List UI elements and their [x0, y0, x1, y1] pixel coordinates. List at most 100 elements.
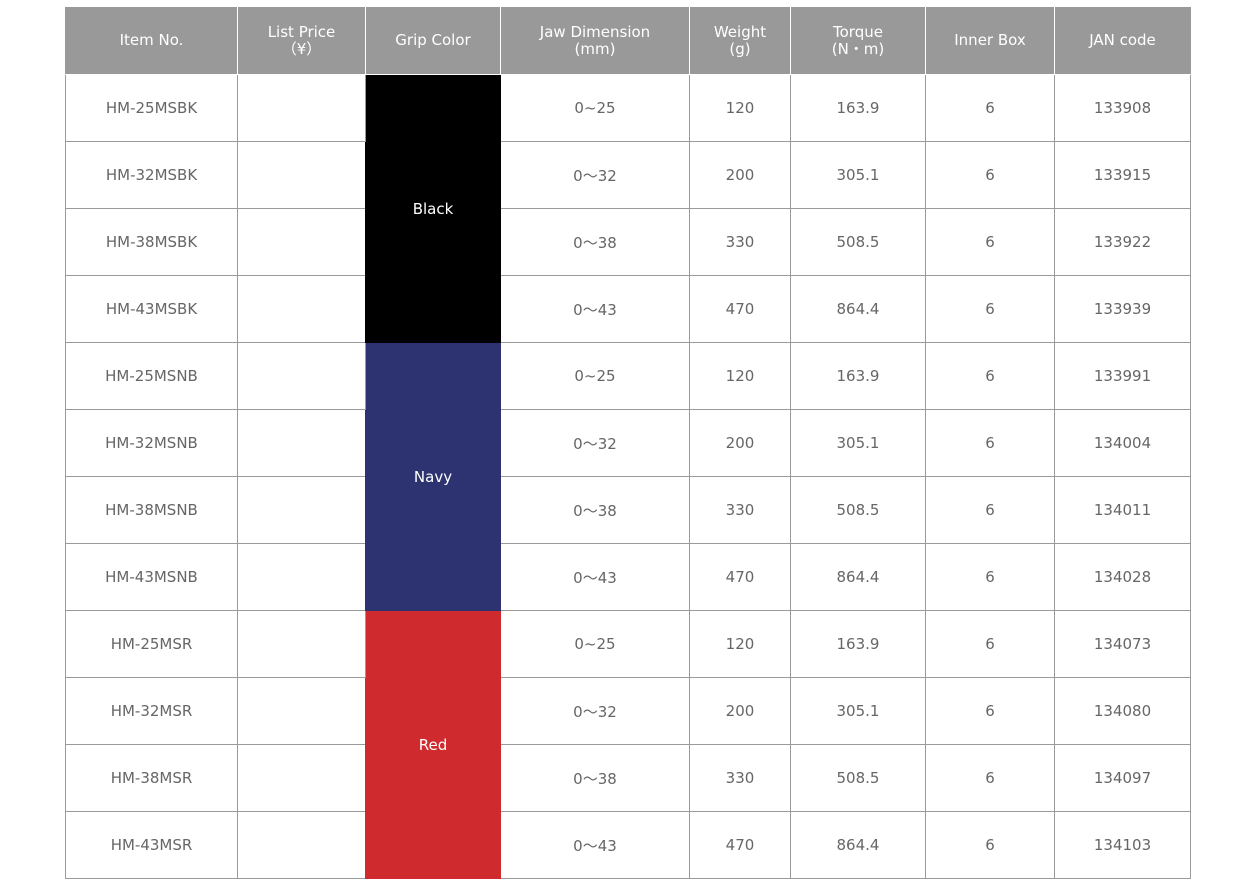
- torque-cell: 163.9: [790, 342, 926, 410]
- jan-code-cell: 134011: [1054, 476, 1191, 544]
- table-row: HM-32MSR 0～32 200 305.1 6 134080: [65, 677, 1191, 745]
- inner-box-cell: 6: [925, 208, 1055, 276]
- weight-cell: 330: [689, 744, 791, 812]
- weight-cell: 200: [689, 409, 791, 477]
- weight-cell: 120: [689, 342, 791, 410]
- torque-cell: 508.5: [790, 208, 926, 276]
- torque-cell: 305.1: [790, 141, 926, 209]
- weight-cell: 470: [689, 275, 791, 343]
- table-row: HM-25MSNB Navy 0~25 120 163.9 6 133991: [65, 342, 1191, 611]
- spec-table-container: Item No. List Price （¥） Grip Color Jaw Di…: [65, 7, 1191, 879]
- jaw-dimension-cell: 0~25: [500, 342, 690, 410]
- list-price-cell: [237, 141, 366, 209]
- header-grip-color: Grip Color: [365, 7, 501, 75]
- jaw-dimension-cell: 0~25: [500, 74, 690, 142]
- item-no-cell: HM-32MSR: [65, 677, 238, 745]
- inner-box-cell: 6: [925, 811, 1055, 879]
- list-price-cell: [237, 811, 366, 879]
- table-row: HM-32MSNB 0～32 200 305.1 6 134004: [65, 409, 1191, 477]
- list-price-cell: [237, 744, 366, 812]
- torque-cell: 305.1: [790, 409, 926, 477]
- list-price-cell: [237, 610, 366, 678]
- item-no-cell: HM-25MSR: [65, 610, 238, 678]
- table-header: Item No. List Price （¥） Grip Color Jaw Di…: [65, 7, 1191, 75]
- torque-cell: 508.5: [790, 744, 926, 812]
- inner-box-cell: 6: [925, 677, 1055, 745]
- jan-code-cell: 133908: [1054, 74, 1191, 142]
- item-no-cell: HM-25MSBK: [65, 74, 238, 142]
- torque-cell: 864.4: [790, 543, 926, 611]
- jan-code-cell: 134080: [1054, 677, 1191, 745]
- table-row: HM-25MSR Red 0~25 120 163.9 6 134073: [65, 610, 1191, 879]
- jan-code-cell: 134028: [1054, 543, 1191, 611]
- item-no-cell: HM-32MSNB: [65, 409, 238, 477]
- jan-code-cell: 134004: [1054, 409, 1191, 477]
- spec-table: Item No. List Price （¥） Grip Color Jaw Di…: [65, 7, 1191, 879]
- torque-cell: 508.5: [790, 476, 926, 544]
- list-price-cell: [237, 74, 366, 142]
- item-no-cell: HM-43MSR: [65, 811, 238, 879]
- inner-box-cell: 6: [925, 409, 1055, 477]
- jan-code-cell: 134103: [1054, 811, 1191, 879]
- weight-cell: 330: [689, 476, 791, 544]
- inner-box-cell: 6: [925, 476, 1055, 544]
- header-item-no: Item No.: [65, 7, 238, 75]
- list-price-cell: [237, 208, 366, 276]
- jan-code-cell: 134097: [1054, 744, 1191, 812]
- table-row: HM-43MSR 0～43 470 864.4 6 134103: [65, 811, 1191, 879]
- inner-box-cell: 6: [925, 141, 1055, 209]
- list-price-cell: [237, 476, 366, 544]
- grip-color-cell: Navy: [365, 342, 501, 611]
- jan-code-cell: 133922: [1054, 208, 1191, 276]
- torque-cell: 163.9: [790, 74, 926, 142]
- jan-code-cell: 133939: [1054, 275, 1191, 343]
- table-row: HM-38MSR 0～38 330 508.5 6 134097: [65, 744, 1191, 812]
- table-row: HM-32MSBK 0～32 200 305.1 6 133915: [65, 141, 1191, 209]
- table-row: HM-43MSNB 0～43 470 864.4 6 134028: [65, 543, 1191, 611]
- torque-cell: 163.9: [790, 610, 926, 678]
- inner-box-cell: 6: [925, 275, 1055, 343]
- list-price-cell: [237, 275, 366, 343]
- table-row: HM-38MSBK 0～38 330 508.5 6 133922: [65, 208, 1191, 276]
- header-row: Item No. List Price （¥） Grip Color Jaw Di…: [65, 7, 1191, 75]
- item-no-cell: HM-38MSR: [65, 744, 238, 812]
- weight-cell: 330: [689, 208, 791, 276]
- weight-cell: 200: [689, 677, 791, 745]
- jan-code-cell: 133915: [1054, 141, 1191, 209]
- header-inner-box: Inner Box: [925, 7, 1055, 75]
- list-price-cell: [237, 677, 366, 745]
- list-price-cell: [237, 342, 366, 410]
- jaw-dimension-cell: 0～32: [500, 677, 690, 745]
- header-weight: Weight (g): [689, 7, 791, 75]
- weight-cell: 470: [689, 543, 791, 611]
- weight-cell: 470: [689, 811, 791, 879]
- torque-cell: 864.4: [790, 275, 926, 343]
- table-row: HM-25MSBK Black 0~25 120 163.9 6 133908: [65, 74, 1191, 343]
- jan-code-cell: 134073: [1054, 610, 1191, 678]
- item-no-cell: HM-43MSBK: [65, 275, 238, 343]
- table-row: HM-38MSNB 0～38 330 508.5 6 134011: [65, 476, 1191, 544]
- header-jan-code: JAN code: [1054, 7, 1191, 75]
- header-list-price: List Price （¥）: [237, 7, 366, 75]
- jaw-dimension-cell: 0～38: [500, 208, 690, 276]
- torque-cell: 305.1: [790, 677, 926, 745]
- header-jaw-dimension: Jaw Dimension (mm): [500, 7, 690, 75]
- inner-box-cell: 6: [925, 744, 1055, 812]
- grip-color-cell: Red: [365, 610, 501, 879]
- item-no-cell: HM-38MSNB: [65, 476, 238, 544]
- jaw-dimension-cell: 0～43: [500, 811, 690, 879]
- item-no-cell: HM-25MSNB: [65, 342, 238, 410]
- item-no-cell: HM-32MSBK: [65, 141, 238, 209]
- jaw-dimension-cell: 0～38: [500, 744, 690, 812]
- inner-box-cell: 6: [925, 342, 1055, 410]
- table-body: HM-25MSBK Black 0~25 120 163.9 6 133908 HM-32MS…: [65, 74, 1191, 879]
- jaw-dimension-cell: 0～38: [500, 476, 690, 544]
- item-no-cell: HM-38MSBK: [65, 208, 238, 276]
- jaw-dimension-cell: 0~25: [500, 610, 690, 678]
- jaw-dimension-cell: 0～43: [500, 275, 690, 343]
- inner-box-cell: 6: [925, 543, 1055, 611]
- inner-box-cell: 6: [925, 74, 1055, 142]
- list-price-cell: [237, 543, 366, 611]
- header-torque: Torque (N・m): [790, 7, 926, 75]
- weight-cell: 200: [689, 141, 791, 209]
